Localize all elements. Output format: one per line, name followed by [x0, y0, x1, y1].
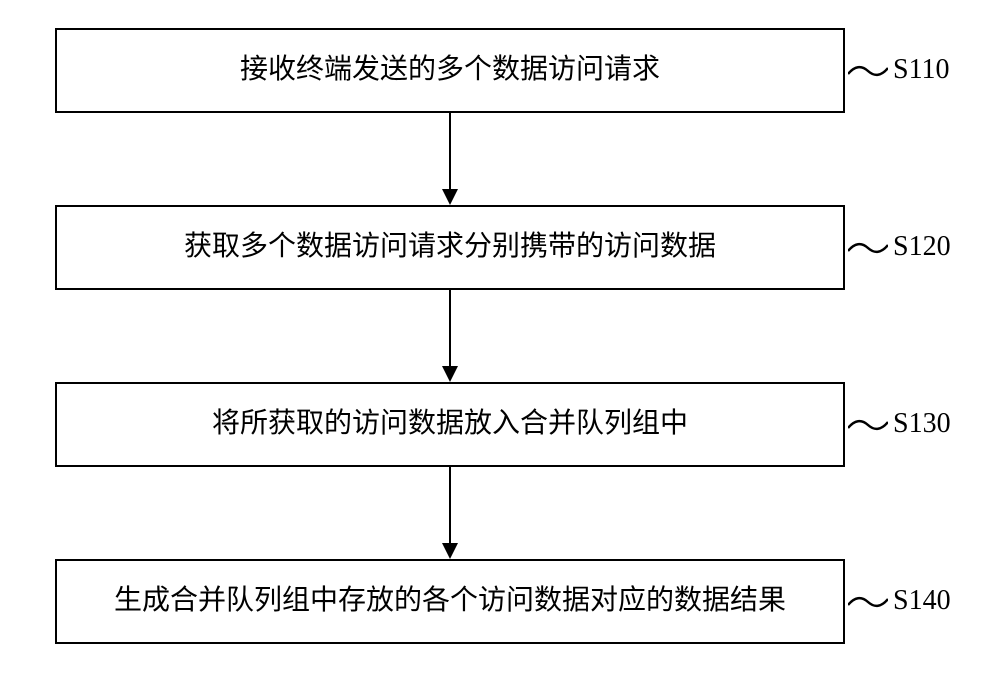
- arrow-line: [449, 113, 451, 189]
- arrow-head: [442, 189, 458, 205]
- tilde-connector: [848, 241, 888, 255]
- step-label-s130: S130: [893, 408, 951, 440]
- flowchart-canvas: 接收终端发送的多个数据访问请求 S110 获取多个数据访问请求分别携带的访问数据…: [0, 0, 1000, 673]
- step-box-s130: 将所获取的访问数据放入合并队列组中: [55, 382, 845, 467]
- tilde-connector: [848, 64, 888, 78]
- tilde-connector: [848, 595, 888, 609]
- arrow-head: [442, 366, 458, 382]
- arrow-head: [442, 543, 458, 559]
- step-box-s120: 获取多个数据访问请求分别携带的访问数据: [55, 205, 845, 290]
- step-label-s110: S110: [893, 54, 950, 86]
- step-box-s140: 生成合并队列组中存放的各个访问数据对应的数据结果: [55, 559, 845, 644]
- step-label-s120: S120: [893, 231, 951, 263]
- tilde-connector: [848, 418, 888, 432]
- step-text-s110: 接收终端发送的多个数据访问请求: [240, 52, 660, 88]
- arrow-line: [449, 467, 451, 543]
- step-box-s110: 接收终端发送的多个数据访问请求: [55, 28, 845, 113]
- step-text-s140: 生成合并队列组中存放的各个访问数据对应的数据结果: [114, 583, 786, 619]
- step-label-s140: S140: [893, 585, 951, 617]
- step-text-s130: 将所获取的访问数据放入合并队列组中: [212, 406, 688, 442]
- arrow-line: [449, 290, 451, 366]
- step-text-s120: 获取多个数据访问请求分别携带的访问数据: [184, 229, 716, 265]
